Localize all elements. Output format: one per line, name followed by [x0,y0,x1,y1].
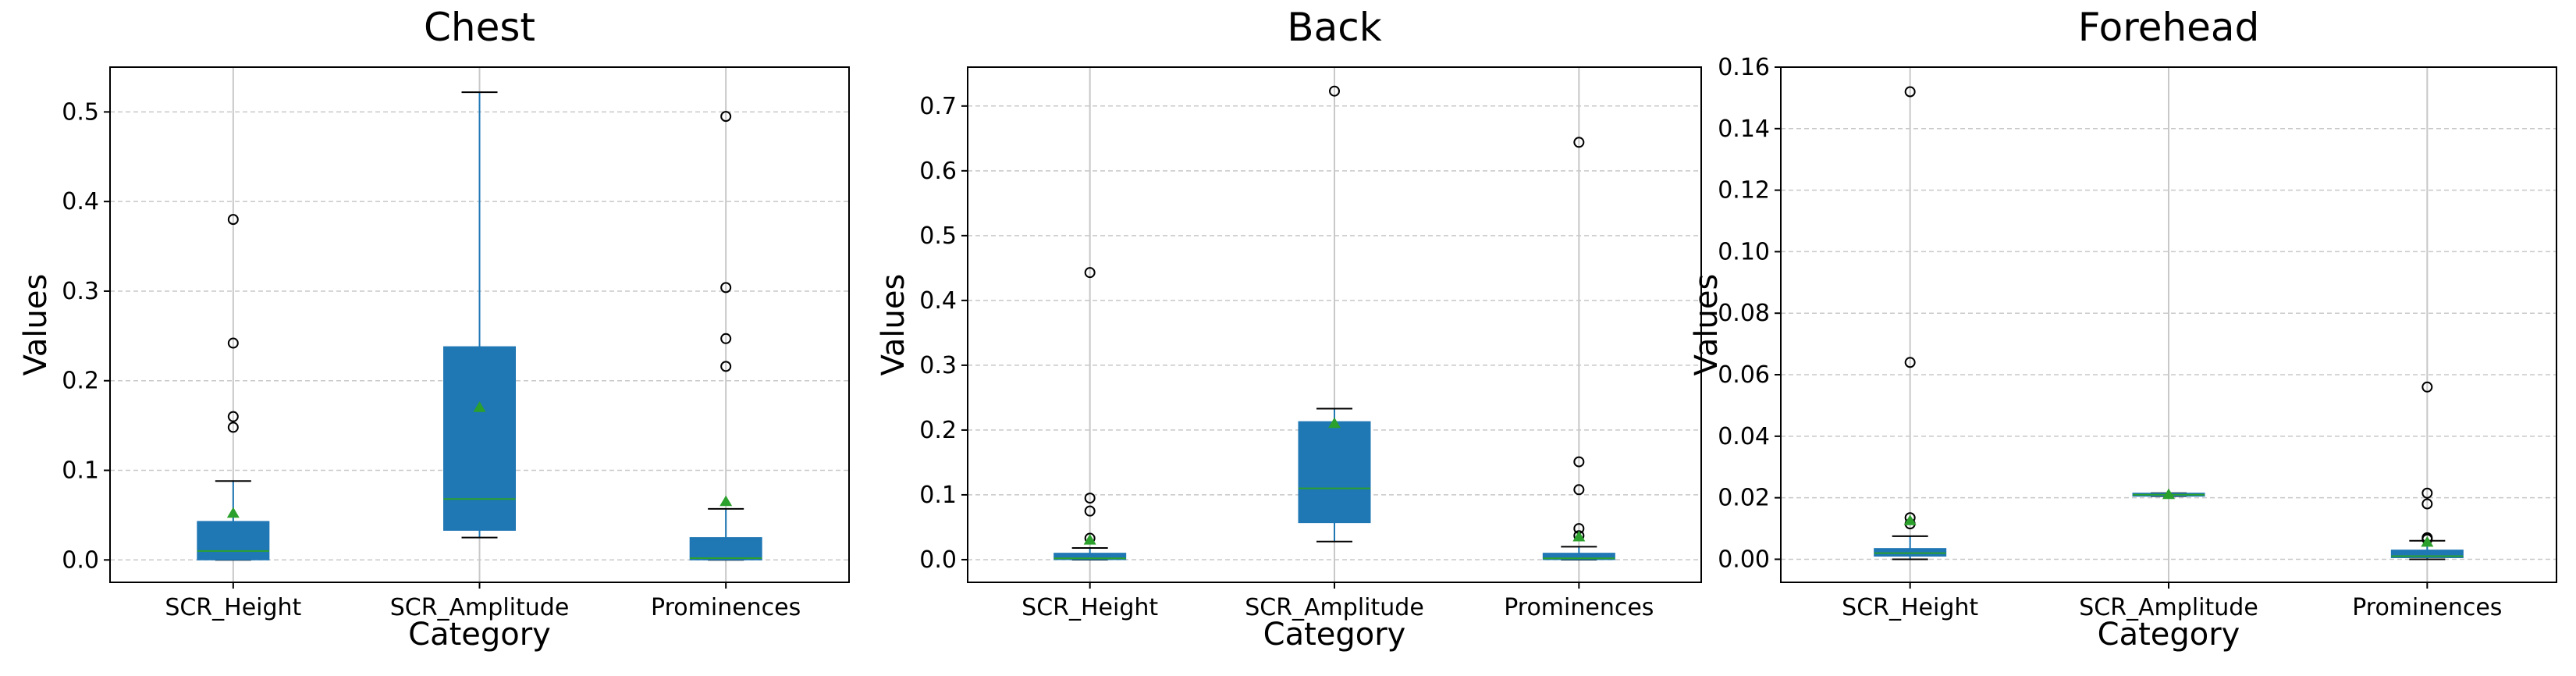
chart-title: Back [1287,5,1381,50]
outlier-point [227,411,239,422]
x-tick-label: SCR_Height [1022,594,1158,621]
y-tick-label: 0.4 [62,188,99,215]
x-tick-label: Prominences [2352,594,2502,621]
forehead-panel: 0.00 0.02 0.04 0.06 0.08 0.10 0.12 0.14 0.16 SCR_… [1689,5,2557,653]
box-prominences [689,111,762,561]
box-scr-amplitude [1298,85,1371,543]
y-tick-label: 0.5 [62,98,99,126]
outlier-point [2421,381,2433,393]
y-tick-label: 0.0 [62,546,99,574]
outlier-point [1084,505,1096,517]
outlier-point [227,214,239,226]
outlier-point [1904,86,1916,98]
y-tick-label: 0.3 [62,278,99,305]
box-scr-amplitude [2132,488,2205,500]
x-axis-label: Category [408,617,551,653]
box-body [443,346,516,531]
y-tick-label: 0.16 [1718,54,1770,81]
y-axis-label: Values [18,274,54,376]
y-tick-label: 0.3 [919,352,957,379]
x-tick-label: SCR_Amplitude [1245,594,1424,621]
y-tick-label: 0.14 [1718,116,1770,143]
outlier-point [2421,498,2433,510]
y-tick-label: 0.1 [919,482,957,509]
box-body [1542,553,1615,560]
outlier-point [1904,357,1916,368]
chart-title: Chest [424,5,535,50]
mean-marker [473,401,486,412]
x-tick-label: SCR_Height [165,594,301,621]
x-tick-label: SCR_Amplitude [2079,594,2258,621]
box-scr-height [1874,86,1947,560]
box-scr-height [197,214,270,561]
x-axis-label: Category [2098,617,2240,653]
x-tick-label: SCR_Height [1842,594,1978,621]
y-tick-label: 0.2 [62,368,99,395]
box-prominences [2390,381,2464,560]
outlier-point [1084,493,1096,504]
box-body [689,537,762,560]
outlier-point [227,422,239,433]
y-tick-label: 0.00 [1718,546,1770,573]
outlier-point [1573,137,1585,148]
outlier-point [2421,487,2433,499]
box-body [1298,421,1371,524]
box-prominences [1542,137,1615,560]
back-panel: 0.0 0.1 0.2 0.3 0.4 0.5 0.6 0.7 SCR_Height SCR_Am… [876,5,1702,653]
mean-marker [2421,535,2434,547]
outlier-point [1084,267,1096,279]
box-body [1053,553,1127,560]
y-tick-label: 0.7 [919,93,957,120]
outlier-point [227,337,239,349]
y-tick-label: 0.0 [919,546,957,574]
x-tick-label: Prominences [651,594,801,621]
mean-marker [720,495,733,507]
y-tick-label: 0.06 [1718,361,1770,389]
outlier-point [720,333,732,344]
box-scr-height [1053,267,1127,560]
outlier-point [1329,85,1340,97]
x-tick-label: Prominences [1504,594,1654,621]
x-tick-label: SCR_Amplitude [390,594,570,621]
outlier-point [720,282,732,294]
chart-title: Forehead [2078,5,2260,50]
mean-marker [1572,530,1586,542]
y-tick-label: 0.10 [1718,238,1770,265]
y-tick-label: 0.1 [62,457,99,485]
outlier-point [720,111,732,123]
y-tick-label: 0.5 [919,222,957,250]
chest-panel: 0.0 0.1 0.2 0.3 0.4 0.5 SCR_Height SCR_Amplitud… [18,5,850,653]
mean-marker [2162,488,2175,500]
box-body [197,521,270,560]
outlier-point [1573,456,1585,468]
y-tick-label: 0.6 [919,158,957,185]
y-tick-label: 0.12 [1718,177,1770,205]
box-body [2390,550,2464,558]
y-tick-label: 0.4 [919,287,957,315]
y-tick-label: 0.2 [919,417,957,444]
box-scr-amplitude [443,91,516,539]
y-tick-label: 0.08 [1718,300,1770,327]
mean-marker [1083,534,1096,545]
y-axis-label: Values [876,274,911,376]
mean-marker [226,507,240,518]
x-axis-label: Category [1263,617,1406,653]
y-axis-label: Values [1689,274,1725,376]
mean-marker [1903,514,1917,525]
y-tick-label: 0.02 [1718,485,1770,512]
outlier-point [1573,484,1585,496]
y-tick-label: 0.04 [1718,423,1770,450]
mean-marker [1328,417,1341,429]
outlier-point [720,361,732,372]
